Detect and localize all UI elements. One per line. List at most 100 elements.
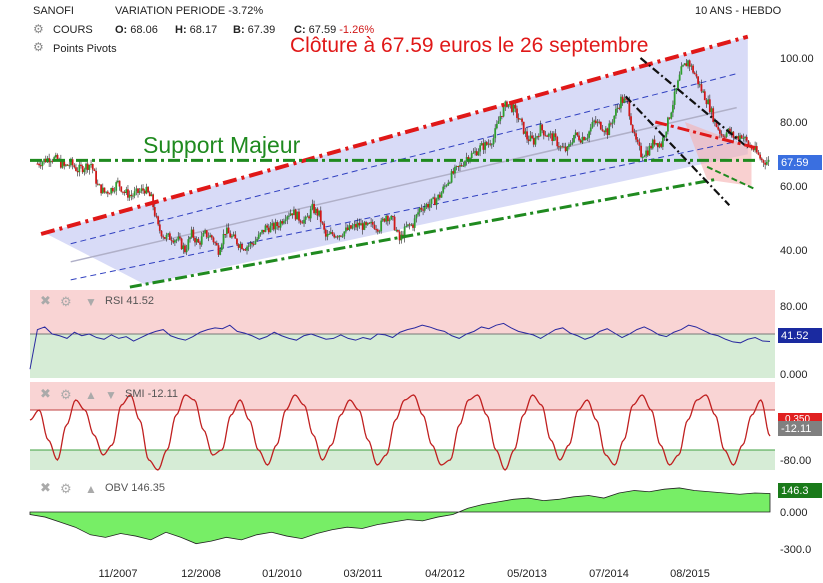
candle-body: [532, 138, 535, 145]
candle-body: [623, 98, 626, 103]
candle-body: [150, 194, 153, 197]
candle-body: [584, 138, 587, 141]
arrow-up-icon[interactable]: ▲: [85, 482, 97, 496]
candle-body: [249, 242, 252, 246]
smi-line: [29, 394, 771, 471]
candle-body: [130, 194, 133, 196]
candle-body: [333, 234, 336, 238]
candle-body: [155, 215, 158, 217]
candle-body: [717, 127, 720, 130]
candle-body: [747, 140, 750, 146]
candle-body: [68, 165, 71, 167]
candle-body: [497, 121, 500, 124]
gear-icon[interactable]: ⚙: [60, 481, 72, 496]
candle-body: [251, 242, 253, 244]
candle-body: [56, 154, 59, 160]
candle-body: [232, 234, 235, 236]
arrow-up-icon[interactable]: ▲: [85, 388, 97, 402]
channel-inner-line: [70, 106, 737, 263]
candle-body: [568, 144, 570, 147]
gear-icon[interactable]: ⚙: [60, 294, 72, 309]
candle-body: [318, 210, 321, 216]
candle-body: [438, 194, 441, 198]
gear-icon[interactable]: ⚙: [60, 387, 72, 402]
candle-body: [39, 165, 42, 167]
candle-body: [542, 130, 545, 136]
arrow-down-icon[interactable]: ▼: [105, 388, 117, 402]
candle-body: [521, 118, 523, 122]
candle-body: [708, 99, 711, 113]
candle-body: [635, 133, 637, 140]
candle-body: [73, 165, 76, 168]
candle-body: [722, 135, 725, 137]
candle-body: [636, 139, 639, 142]
gear-icon[interactable]: ⚙: [33, 40, 44, 54]
candle-body: [140, 188, 143, 192]
candle-body: [328, 233, 331, 235]
candle-body: [435, 199, 438, 206]
gear-icon[interactable]: ⚙: [33, 22, 44, 36]
candle-body: [59, 159, 62, 168]
candle-body: [480, 143, 483, 146]
smi-top-badge: [778, 413, 822, 423]
candle-body: [745, 136, 748, 141]
candle-body: [345, 227, 347, 232]
candle-body: [388, 219, 391, 222]
candle-body: [120, 186, 123, 192]
candle-body: [450, 171, 453, 183]
smi-panel: ✖ ⚙ ▲ ▼ SMI -12.11 0.350 -12.11 -80.00: [29, 382, 822, 471]
pivots-label[interactable]: Points Pivots: [53, 43, 117, 55]
support-annotation: Support Majeur: [143, 132, 301, 158]
candle-body: [65, 164, 67, 166]
candle-body: [489, 143, 492, 145]
change-value: -1.26%: [339, 24, 375, 36]
candle-body: [125, 189, 128, 193]
candle-body: [603, 131, 606, 133]
candle-body: [143, 190, 146, 194]
candle-body: [576, 132, 579, 136]
candle-body: [368, 222, 371, 224]
candle-body: [398, 231, 401, 241]
price-tick: 40.00: [780, 245, 808, 257]
candle-body: [688, 60, 691, 67]
candle-body: [474, 151, 476, 153]
arrow-down-icon[interactable]: ▼: [85, 295, 97, 309]
candle-body: [334, 236, 337, 238]
candle-body: [579, 140, 582, 143]
candle-body: [616, 107, 619, 109]
candle-body: [71, 159, 74, 166]
candle-body: [78, 164, 81, 173]
candle-body: [569, 144, 572, 146]
close-icon[interactable]: ✖: [40, 480, 51, 495]
rsi-badge: [778, 328, 822, 343]
candle-body: [765, 161, 768, 165]
candle-body: [677, 80, 679, 89]
candle-body: [673, 91, 676, 105]
candle-body: [447, 182, 450, 186]
candle-body: [405, 225, 408, 227]
candle-body: [279, 221, 282, 228]
ohlc-open: O: 68.06: [115, 24, 158, 36]
candle-body: [293, 209, 295, 216]
candle-body: [631, 124, 634, 132]
candle-body: [361, 223, 364, 230]
trend-line: [624, 95, 731, 206]
close-icon[interactable]: ✖: [40, 293, 51, 308]
candle-body: [162, 236, 165, 238]
candle-body: [271, 223, 274, 226]
candle-body: [502, 106, 505, 117]
candle-body: [190, 229, 193, 238]
candle-body: [487, 143, 490, 145]
candle-body: [630, 116, 632, 125]
candle-body: [428, 203, 431, 208]
candle-body: [725, 132, 728, 137]
trend-line: [639, 57, 749, 149]
period-label[interactable]: 10 ANS - HEBDO: [695, 5, 782, 17]
obv-badge: [778, 483, 822, 498]
close-icon[interactable]: ✖: [40, 386, 51, 401]
candle-body: [485, 142, 488, 145]
candle-body: [355, 224, 357, 228]
x-tick-label: 12/2008: [181, 568, 221, 580]
candle-body: [574, 132, 577, 135]
candle-body: [604, 128, 607, 133]
